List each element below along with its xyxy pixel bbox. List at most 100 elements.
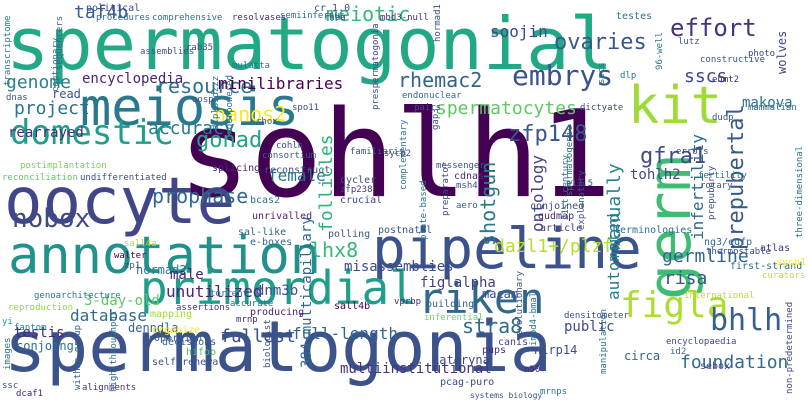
word: cautionary: [51, 37, 61, 92]
word: assemblies: [140, 47, 195, 57]
word: mrnp: [236, 315, 258, 325]
word: gap3: [431, 108, 441, 130]
word: 21st-century: [561, 154, 571, 220]
word: fantom: [14, 323, 47, 333]
word: thermostable: [706, 247, 772, 257]
word: 96-well: [655, 32, 665, 70]
word: risa: [664, 268, 708, 289]
word: sohlh1: [178, 86, 612, 225]
word: fullest: [220, 326, 296, 347]
word: images: [3, 337, 13, 370]
word: mulatta: [232, 61, 270, 71]
word: reproduction: [8, 303, 74, 313]
word: meiosis: [80, 78, 300, 138]
word: explanatory: [577, 170, 587, 230]
word: splicing: [212, 163, 261, 174]
word: vprbp: [394, 297, 422, 307]
word: sycp1: [776, 257, 807, 268]
word: rearrayed: [8, 125, 84, 141]
word: accuracy: [148, 118, 235, 139]
word: bhlh: [710, 303, 783, 338]
word: non-predetermined: [785, 301, 795, 394]
word: canis: [498, 337, 529, 348]
word: constructive: [700, 55, 766, 65]
word: soojin: [490, 22, 548, 41]
word: biologist: [263, 319, 273, 368]
word: macam: [482, 287, 519, 301]
word: stra8: [462, 314, 523, 338]
word: crucial: [340, 195, 383, 206]
word: ovaries: [554, 30, 647, 55]
word: e13.5: [566, 179, 594, 189]
word: resolvases: [232, 13, 287, 23]
word: riken: [418, 274, 545, 323]
word: dazl1+/plzf: [494, 236, 614, 257]
word: dictyate: [580, 103, 624, 113]
word: hormad1: [433, 4, 443, 42]
word: preparator: [441, 161, 451, 216]
word: assertions: [176, 303, 231, 313]
word: postimplantation: [20, 161, 107, 171]
word: unrivalled: [252, 211, 313, 222]
word: consortium: [262, 151, 317, 161]
word: kit: [628, 76, 722, 136]
word: first-strand: [730, 261, 803, 272]
word: atlas: [760, 243, 791, 254]
word: pairs: [414, 103, 442, 113]
word: mrnps: [540, 387, 568, 397]
word: denndla: [128, 321, 179, 335]
word: mbd3-null: [380, 13, 429, 23]
word: pups: [482, 345, 507, 356]
word: sall4a: [124, 239, 157, 249]
word: systems biology: [470, 391, 543, 400]
word: tohlh2: [630, 167, 681, 183]
word: cdnas: [454, 171, 485, 182]
word: photo: [748, 49, 776, 59]
word: zfp148: [508, 122, 588, 147]
word: torrent: [210, 289, 248, 299]
word: genoarchitecture: [34, 291, 121, 301]
word: gfra1: [640, 144, 707, 169]
word: aero: [456, 201, 478, 211]
word: reconciliation: [2, 173, 78, 183]
word: minilibraries: [218, 74, 344, 93]
word: impd4-bmal: [529, 291, 539, 346]
word: germline: [662, 246, 749, 267]
word: annotation: [8, 226, 322, 286]
word: nobox: [12, 204, 91, 234]
word: testes: [616, 11, 653, 22]
word: comprehensive: [152, 13, 223, 23]
word: article: [540, 223, 583, 234]
word: densitometer: [564, 311, 630, 321]
word: zp1: [124, 261, 141, 271]
word: international: [684, 291, 755, 301]
word: manipulation: [599, 308, 609, 374]
word: prepuberty: [707, 165, 717, 220]
word: rhau: [324, 13, 346, 23]
word: nlrp14: [534, 343, 578, 357]
word: figlalpha: [420, 275, 496, 291]
word: ng3/egfp: [704, 237, 753, 248]
word: hifoo: [186, 347, 217, 358]
word: wolves: [775, 30, 789, 74]
word: domestic: [10, 113, 174, 153]
word: lhx8: [310, 238, 359, 262]
word: inferential: [424, 313, 484, 323]
word: conjoing: [16, 339, 74, 353]
word: taf4b: [74, 2, 129, 23]
word: ssc: [2, 381, 19, 391]
word: sebox: [700, 361, 731, 372]
word: spermatogonia: [4, 306, 552, 388]
word: self-renewal: [152, 357, 225, 368]
word: oosp: [192, 95, 214, 105]
word: organize: [152, 325, 201, 336]
word: dlp: [620, 71, 637, 81]
word: mammalian: [748, 103, 797, 113]
word: reconstruct: [264, 165, 331, 176]
word: rab35: [186, 43, 214, 53]
word: fertility: [698, 171, 747, 181]
word: gudmap: [538, 211, 575, 222]
word: n50: [524, 365, 541, 375]
word: endonuclear: [402, 91, 462, 101]
word: familiaris: [350, 147, 405, 157]
